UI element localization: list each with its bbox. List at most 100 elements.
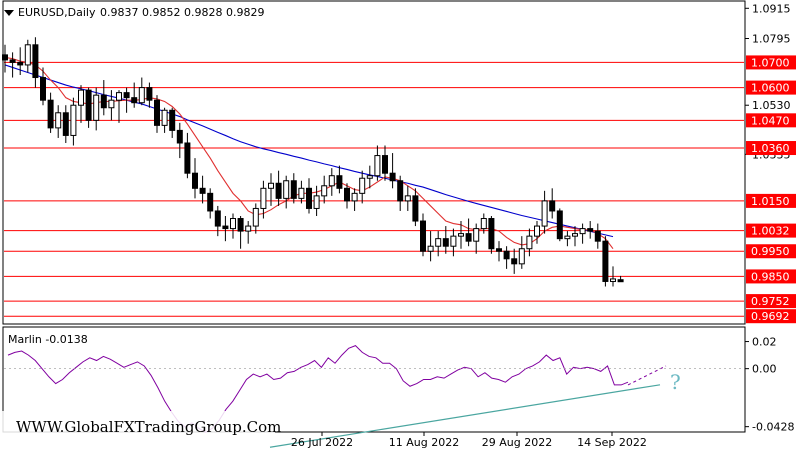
osc-tick-label: -0.0428 [752, 421, 794, 434]
candle-body [260, 187, 267, 209]
level-label-3: 1.0360 [751, 142, 790, 155]
level-label-box [746, 269, 796, 284]
level-label-box [746, 223, 796, 238]
level-label-0: 1.0700 [751, 56, 790, 69]
candle-body [389, 172, 396, 182]
candle-body [306, 187, 312, 209]
candle-body [47, 99, 54, 129]
candle-body [138, 87, 145, 104]
level-label-box [746, 80, 796, 95]
candle-body [587, 228, 594, 232]
candle-body [268, 182, 274, 189]
time-tick-label: 29 Aug 2022 [482, 436, 552, 449]
candle-body [617, 279, 624, 283]
candle-body [511, 258, 518, 265]
candle-body [382, 155, 388, 174]
candle-body [214, 210, 221, 227]
oscillator-series [4, 345, 744, 448]
forecast-dashed-line [627, 365, 667, 386]
candle-body [108, 99, 115, 109]
candle-body [154, 99, 160, 126]
candle-body [70, 104, 77, 136]
candle-body [252, 207, 259, 227]
level-label-box [746, 294, 796, 309]
candle-body [100, 94, 107, 109]
level-label-box [746, 113, 796, 128]
time-tick-label: 14 Sep 2022 [577, 436, 647, 449]
level-label-box [746, 309, 796, 324]
level-lines [4, 61, 744, 317]
candle-body [313, 195, 320, 209]
collapse-arrow-icon[interactable] [4, 10, 14, 16]
candle-body [518, 248, 525, 265]
candle-body [564, 235, 571, 240]
candle-body [579, 228, 586, 235]
candle-body [359, 177, 366, 194]
candle-body [116, 92, 122, 101]
candle-body [298, 187, 305, 199]
candle-body [17, 61, 24, 66]
candle-body [321, 185, 328, 197]
level-label-4: 1.0150 [751, 195, 790, 208]
candle-body [610, 278, 616, 282]
candle-body [199, 187, 206, 194]
candle-body [427, 245, 434, 252]
candle-body [336, 175, 343, 189]
candle-body [450, 235, 457, 247]
candle-body [24, 44, 31, 66]
candle-body [32, 44, 39, 79]
candle-body [131, 97, 138, 104]
oscillator-line [7, 345, 629, 433]
candle-body [488, 218, 495, 250]
candle-body [328, 175, 335, 187]
candle-body [496, 248, 502, 252]
candle-body [123, 92, 130, 99]
candle-body [2, 54, 8, 61]
level-label-7: 0.9850 [751, 270, 790, 283]
candle-body [572, 233, 578, 237]
candle-body [397, 180, 404, 202]
candle-body [275, 182, 282, 199]
price-tick-label: 1.0530 [752, 99, 791, 112]
candle-body [161, 109, 168, 126]
candle-body [245, 225, 252, 232]
candle-body [412, 195, 419, 222]
level-label-box [746, 193, 796, 208]
level-label-9: 0.9692 [751, 310, 790, 323]
main-plot-frame [2, 0, 746, 325]
level-label-8: 0.9752 [751, 295, 790, 308]
level-label-5: 1.0032 [751, 225, 790, 238]
candle-body [283, 180, 290, 199]
candle-body [404, 195, 411, 202]
candle-body [222, 225, 229, 230]
candle-body [78, 89, 84, 106]
candle-body [503, 250, 510, 260]
candle-body [85, 89, 92, 121]
candle-body [290, 180, 297, 199]
price-axis: 1.09151.07951.05301.03351.07001.06001.04… [745, 2, 796, 434]
level-label-2: 1.0470 [751, 114, 790, 127]
watermark-text: WWW.GlobalFXTradingGroup.Com [16, 418, 281, 436]
support-trendline [269, 384, 661, 448]
candle-body [40, 77, 46, 101]
watermark-bg [0, 411, 275, 443]
candle-body [351, 192, 358, 202]
candle-body [435, 238, 442, 247]
candle-body [169, 109, 176, 131]
candle-body [594, 230, 601, 242]
candle-body [230, 218, 236, 230]
osc-tick-label: 0.02 [752, 336, 777, 349]
level-label-box [746, 55, 796, 70]
candlestick-series [2, 37, 624, 287]
candle-body [458, 233, 464, 237]
candle-body [534, 225, 540, 237]
candle-body [55, 112, 62, 129]
candle-body [473, 228, 480, 242]
price-tick-label: 1.0795 [752, 33, 791, 46]
candle-body [344, 187, 350, 202]
candle-body [192, 172, 198, 189]
candle-body [465, 233, 472, 242]
candle-body [366, 175, 373, 179]
time-axis: 26 Jul 2022 11 Aug 2022 29 Aug 2022 14 Sep … [291, 432, 647, 449]
